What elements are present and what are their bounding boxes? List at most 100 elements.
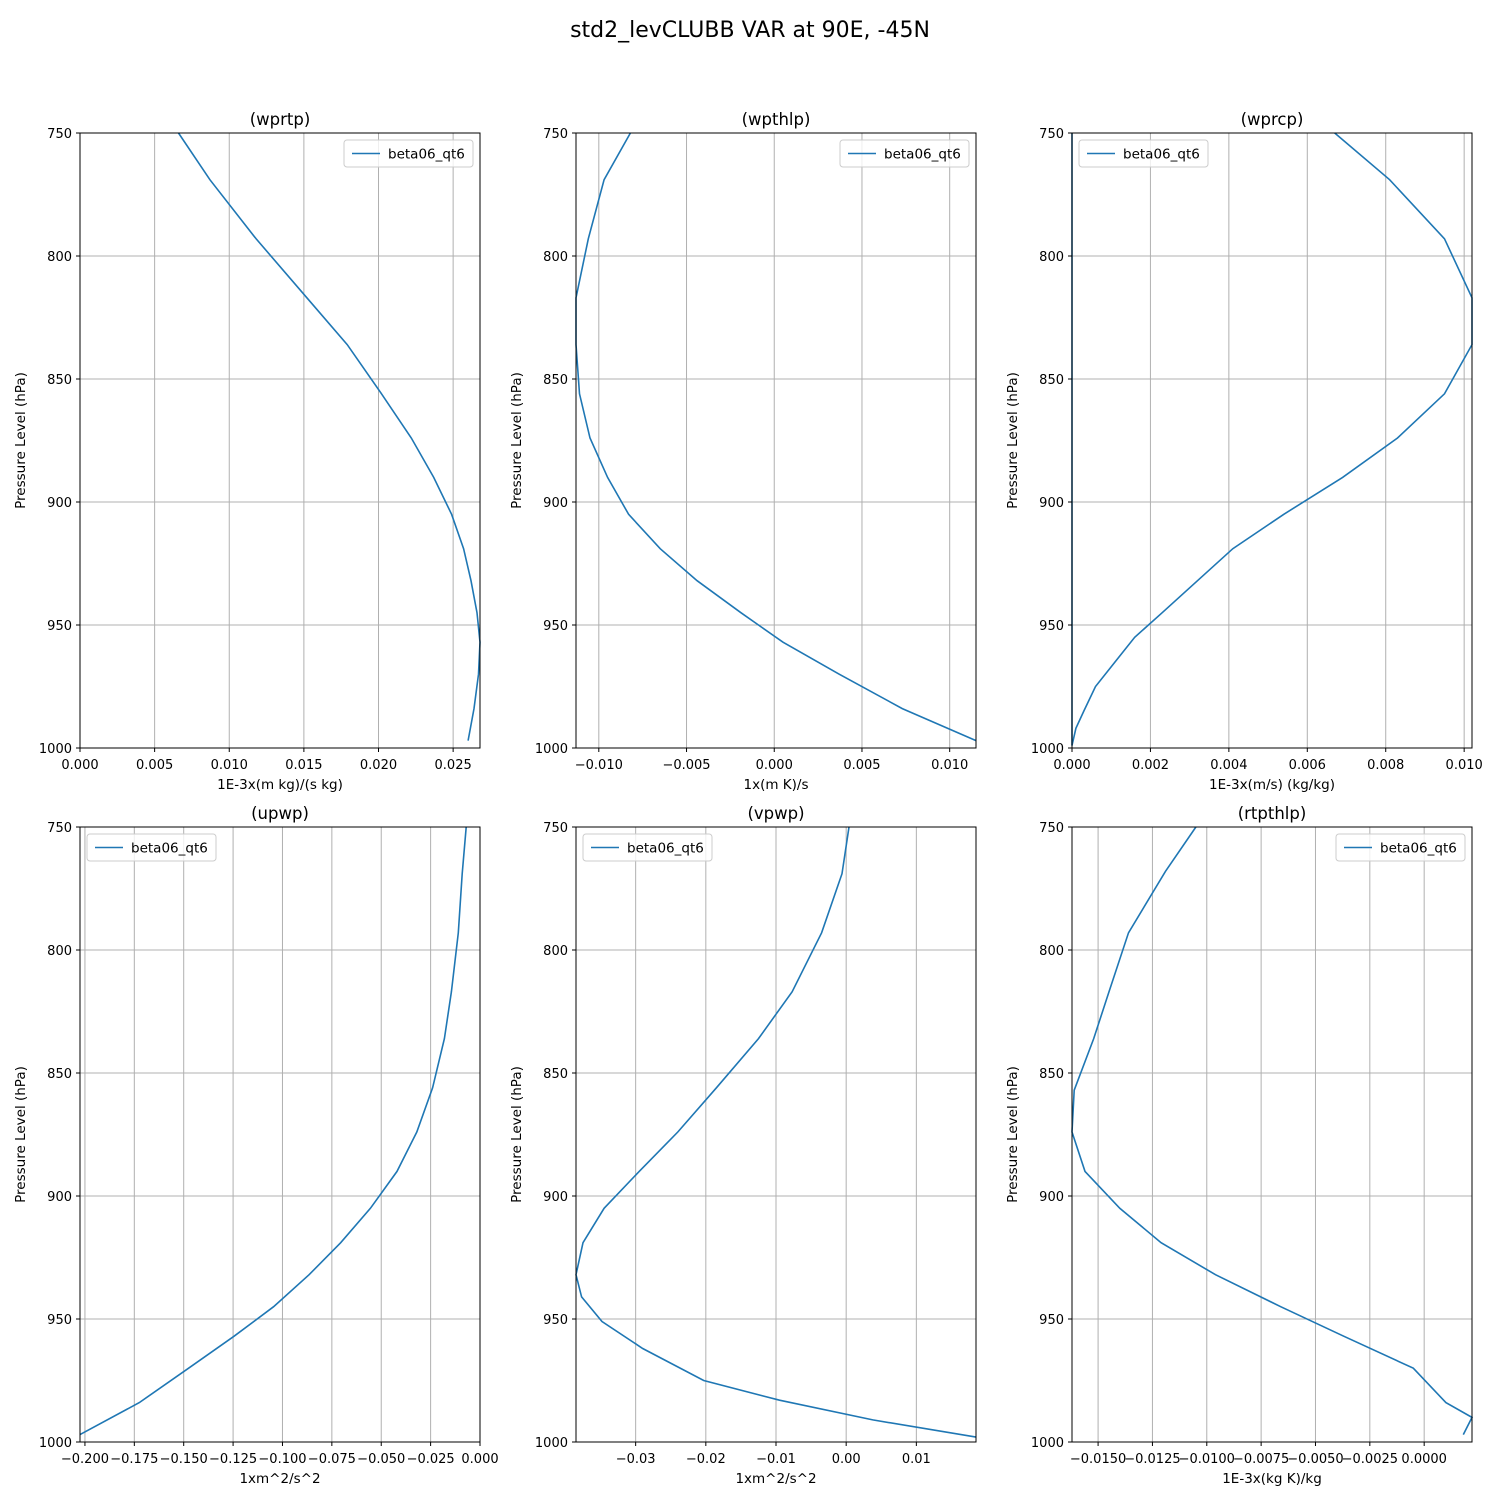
x-axis-label: 1x(m K)/s [744, 777, 809, 793]
plot-frame [1071, 132, 1473, 749]
y-tick-label: 900 [47, 496, 72, 511]
y-tick-label: 1000 [39, 742, 72, 757]
legend: beta06_qt6 [582, 833, 713, 862]
panel-title: (upwp) [251, 804, 309, 823]
x-tick-label: 0.010 [931, 758, 968, 773]
y-tick-label: 950 [543, 1313, 568, 1328]
x-tick-label: 0.000 [756, 758, 793, 773]
y-axis-label: Pressure Level (hPa) [13, 1066, 29, 1203]
figure-title: std2_levCLUBB VAR at 90E, -45N [570, 18, 930, 43]
x-tick-label: 0.004 [1210, 758, 1247, 773]
y-tick-label: 1000 [1031, 1436, 1064, 1451]
subplot-wprtp: 0.000 0.005 0.010 0.015 0.020 0.025 750 800 850 9… [13, 110, 481, 793]
legend-label: beta06_qt6 [1380, 841, 1457, 857]
y-tick-label: 950 [543, 619, 568, 634]
subplot-vpwp: −0.03 −0.02 −0.01 0.00 0.01 750 800 850 900 950 10… [509, 804, 977, 1487]
legend-label: beta06_qt6 [131, 841, 208, 857]
y-tick-label: 900 [543, 496, 568, 511]
y-tick-label: 850 [1039, 373, 1064, 388]
y-tick-label: 750 [543, 821, 568, 836]
y-axis-label: Pressure Level (hPa) [1005, 372, 1021, 509]
legend-frame [582, 833, 713, 862]
legend-frame [1335, 833, 1466, 862]
plot-frame [79, 826, 481, 1443]
y-tick-label: 950 [1039, 1313, 1064, 1328]
x-tick-label: −0.01 [756, 1452, 796, 1467]
x-tick-label: −0.005 [662, 758, 710, 773]
subplot-wpthlp: −0.010 −0.005 0.000 0.005 0.010 750 800 850 900 9… [509, 110, 977, 793]
y-tick-label: 800 [1039, 944, 1064, 959]
y-tick-label: 900 [543, 1190, 568, 1205]
x-axis-label: 1E-3x(m kg)/(s kg) [217, 777, 343, 793]
x-axis-label: 1xm^2/s^2 [239, 1471, 320, 1487]
x-tick-label: 0.00 [832, 1452, 861, 1467]
x-axis-label: 1E-3x(kg K)/kg [1222, 1471, 1322, 1487]
legend-frame [1078, 139, 1209, 168]
y-tick-label: 750 [543, 127, 568, 142]
y-tick-label: 750 [1039, 127, 1064, 142]
x-tick-label: 0.020 [360, 758, 397, 773]
y-tick-label: 1000 [39, 1436, 72, 1451]
panel-title: (wpthlp) [742, 110, 811, 129]
x-tick-label: 0.01 [902, 1452, 931, 1467]
x-tick-label: −0.0025 [1342, 1452, 1398, 1467]
panel-title: (wprcp) [1241, 110, 1304, 129]
x-tick-label: 0.010 [211, 758, 248, 773]
x-tick-label: −0.200 [61, 1452, 109, 1467]
y-axis-label: Pressure Level (hPa) [509, 372, 525, 509]
y-tick-label: 850 [1039, 1067, 1064, 1082]
panel-title: (vpwp) [747, 804, 804, 823]
legend-frame [343, 139, 474, 168]
y-tick-label: 800 [543, 944, 568, 959]
y-tick-label: 850 [543, 373, 568, 388]
y-tick-label: 750 [47, 821, 72, 836]
x-axis-label: 1E-3x(m/s) (kg/kg) [1209, 777, 1335, 793]
x-tick-label: 0.0000 [1401, 1452, 1447, 1467]
x-tick-label: −0.0100 [1179, 1452, 1235, 1467]
x-tick-label: −0.0075 [1233, 1452, 1289, 1467]
y-tick-label: 850 [543, 1067, 568, 1082]
legend: beta06_qt6 [86, 833, 217, 862]
y-tick-label: 800 [47, 250, 72, 265]
legend-label: beta06_qt6 [1123, 147, 1200, 163]
legend-label: beta06_qt6 [884, 147, 961, 163]
x-tick-label: −0.0150 [1070, 1452, 1126, 1467]
plot-frame [79, 132, 481, 749]
x-tick-label: −0.075 [308, 1452, 356, 1467]
x-tick-label: 0.000 [1053, 758, 1090, 773]
x-tick-label: −0.125 [209, 1452, 257, 1467]
x-tick-label: 0.015 [285, 758, 322, 773]
y-tick-label: 1000 [535, 1436, 568, 1451]
x-tick-label: 0.025 [435, 758, 472, 773]
series-line-beta06_qt6 [177, 132, 481, 741]
legend: beta06_qt6 [1335, 833, 1466, 862]
subplot-upwp: −0.200 −0.175 −0.150 −0.125 −0.100 −0.075 −0.0… [13, 804, 499, 1487]
x-tick-label: −0.025 [407, 1452, 455, 1467]
legend-frame [839, 139, 970, 168]
y-tick-label: 850 [47, 1067, 72, 1082]
subplot-wprcp: 0.000 0.002 0.004 0.006 0.008 0.010 750 800 850 9… [1005, 110, 1483, 793]
x-tick-label: −0.03 [616, 1452, 656, 1467]
x-tick-label: −0.0125 [1124, 1452, 1180, 1467]
y-tick-label: 950 [1039, 619, 1064, 634]
y-axis-label: Pressure Level (hPa) [1005, 1066, 1021, 1203]
y-axis-label: Pressure Level (hPa) [509, 1066, 525, 1203]
x-tick-label: −0.010 [575, 758, 623, 773]
x-tick-label: −0.0050 [1287, 1452, 1343, 1467]
panel-title: (rtpthlp) [1238, 804, 1307, 823]
x-tick-label: 0.010 [1446, 758, 1483, 773]
x-tick-label: −0.100 [258, 1452, 306, 1467]
x-tick-label: 0.002 [1132, 758, 1169, 773]
y-axis-label: Pressure Level (hPa) [13, 372, 29, 509]
plot-frame [1071, 826, 1473, 1443]
series-line-beta06_qt6 [79, 826, 467, 1436]
y-tick-label: 900 [47, 1190, 72, 1205]
y-tick-label: 800 [1039, 250, 1064, 265]
y-tick-label: 750 [47, 127, 72, 142]
panel-title: (wprtp) [250, 110, 311, 129]
legend: beta06_qt6 [343, 139, 474, 168]
x-tick-label: 0.005 [843, 758, 880, 773]
legend-frame [86, 833, 217, 862]
series-line-beta06_qt6 [1071, 132, 1473, 746]
